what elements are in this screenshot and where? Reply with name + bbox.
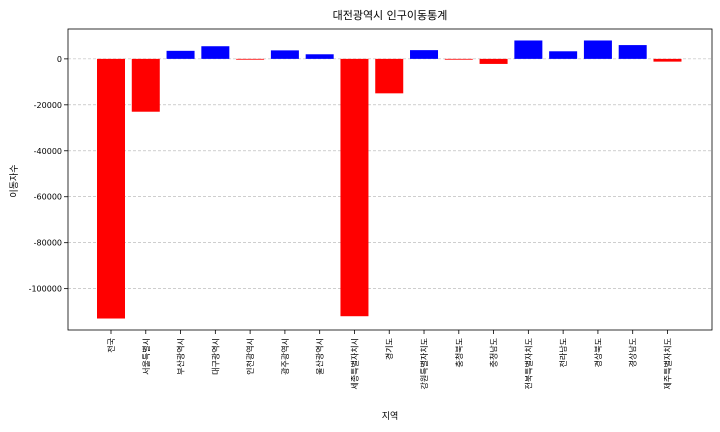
y-tick-label: -60000 bbox=[34, 193, 62, 202]
y-tick-label: -20000 bbox=[34, 101, 62, 110]
y-tick-label: -40000 bbox=[34, 147, 62, 156]
x-tick-label: 전국 bbox=[106, 338, 116, 353]
bar bbox=[132, 59, 160, 112]
bar bbox=[375, 59, 403, 93]
chart-title: 대전광역시 인구이동통계 bbox=[333, 9, 448, 22]
bar bbox=[514, 40, 542, 58]
x-tick-label: 부산광역시 bbox=[176, 338, 186, 375]
bar bbox=[549, 51, 577, 59]
bar bbox=[306, 54, 334, 59]
bar bbox=[271, 50, 299, 59]
bar bbox=[584, 40, 612, 58]
x-axis-label: 지역 bbox=[382, 411, 399, 422]
x-tick-label: 경기도 bbox=[384, 338, 394, 360]
x-tick-label: 제주특별자치도 bbox=[662, 338, 672, 390]
bar bbox=[480, 59, 508, 64]
bar bbox=[167, 51, 195, 59]
bars bbox=[97, 40, 681, 318]
x-tick-label: 경상남도 bbox=[628, 338, 638, 367]
bar bbox=[619, 45, 647, 59]
x-tick-label: 전북특별자치도 bbox=[523, 338, 533, 390]
y-axis-label: 이동자수 bbox=[9, 164, 20, 197]
x-tick-label: 충청북도 bbox=[455, 338, 464, 367]
bar bbox=[236, 59, 264, 60]
x-tick-label: 전라남도 bbox=[558, 338, 568, 367]
y-tick-label: 0 bbox=[57, 55, 62, 64]
x-tick-label: 서울특별시 bbox=[141, 338, 151, 375]
x-tick-label: 대구광역시 bbox=[210, 338, 220, 375]
bar bbox=[410, 50, 438, 59]
x-tick-label: 강원특별자치도 bbox=[419, 338, 429, 390]
y-tick-label: -100000 bbox=[29, 285, 62, 294]
x-tick-label: 광주광역시 bbox=[280, 338, 290, 375]
bar bbox=[653, 59, 681, 62]
bar bbox=[340, 59, 368, 316]
x-axis-ticks: 전국 서울특별시 부산광역시 대구광역시 인천광역시 광주광역시 울산광역시 세종특별자치시 경… bbox=[106, 330, 672, 390]
x-tick-label: 충청남도 bbox=[490, 338, 499, 367]
x-tick-label: 세종특별자치시 bbox=[349, 338, 359, 390]
bar bbox=[445, 59, 473, 60]
bar bbox=[97, 59, 125, 319]
bar bbox=[201, 46, 229, 59]
x-tick-label: 경상북도 bbox=[593, 338, 603, 367]
y-axis-ticks: 0 -20000 -40000 -60000 -80000 -100000 bbox=[29, 55, 68, 294]
y-tick-label: -80000 bbox=[34, 239, 62, 248]
x-tick-label: 울산광역시 bbox=[315, 338, 325, 375]
x-tick-label: 인천광역시 bbox=[245, 338, 255, 375]
